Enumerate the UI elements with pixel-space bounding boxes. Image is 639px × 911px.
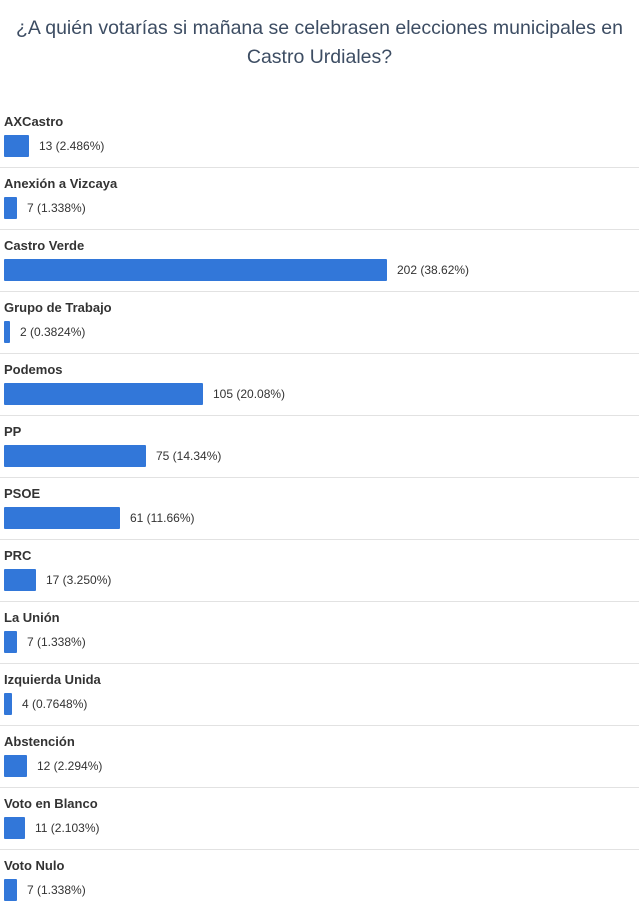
bar-line: 13 (2.486%) xyxy=(4,135,104,157)
category-label: PSOE xyxy=(4,486,41,501)
result-row: La Unión 7 (1.338%) xyxy=(0,602,639,664)
bar-line: 202 (38.62%) xyxy=(4,259,469,281)
results-list: AXCastro 13 (2.486%) Anexión a Vizcaya 7 (1… xyxy=(0,106,639,911)
bar-line: 61 (11.66%) xyxy=(4,507,194,529)
bar xyxy=(4,631,17,653)
bar-line: 105 (20.08%) xyxy=(4,383,285,405)
value-label: 11 (2.103%) xyxy=(35,821,100,835)
bar xyxy=(4,321,10,343)
category-label: Podemos xyxy=(4,362,63,377)
category-label: AXCastro xyxy=(4,114,64,129)
value-label: 7 (1.338%) xyxy=(27,635,86,649)
bar-line: 17 (3.250%) xyxy=(4,569,111,591)
category-label: La Unión xyxy=(4,610,60,625)
bar-line: 2 (0.3824%) xyxy=(4,321,85,343)
category-label: Anexión a Vizcaya xyxy=(4,176,118,191)
result-row: Izquierda Unida 4 (0.7648%) xyxy=(0,664,639,726)
bar xyxy=(4,817,25,839)
value-label: 13 (2.486%) xyxy=(39,139,105,153)
bar xyxy=(4,755,27,777)
bar xyxy=(4,197,17,219)
value-label: 61 (11.66%) xyxy=(130,511,195,525)
category-label: PRC xyxy=(4,548,32,563)
bar xyxy=(4,445,146,467)
bar xyxy=(4,383,203,405)
result-row: PSOE 61 (11.66%) xyxy=(0,478,639,540)
result-row: Grupo de Trabajo 2 (0.3824%) xyxy=(0,292,639,354)
value-label: 7 (1.338%) xyxy=(27,201,86,215)
category-label: Abstención xyxy=(4,734,75,749)
value-label: 17 (3.250%) xyxy=(46,573,112,587)
value-label: 202 (38.62%) xyxy=(397,263,470,277)
bar xyxy=(4,879,17,901)
bar xyxy=(4,569,36,591)
bar-line: 7 (1.338%) xyxy=(4,631,86,653)
value-label: 12 (2.294%) xyxy=(37,759,103,773)
value-label: 75 (14.34%) xyxy=(156,449,222,463)
bar-line: 7 (1.338%) xyxy=(4,879,86,901)
chart-title: ¿A quién votarías si mañana se celebrase… xyxy=(15,17,623,68)
bar xyxy=(4,693,12,715)
category-label: PP xyxy=(4,424,22,439)
value-label: 2 (0.3824%) xyxy=(20,325,86,339)
result-row: Voto en Blanco 11 (2.103%) xyxy=(0,788,639,850)
result-row: Podemos 105 (20.08%) xyxy=(0,354,639,416)
bar-line: 7 (1.338%) xyxy=(4,197,86,219)
bar-line: 11 (2.103%) xyxy=(4,817,99,839)
result-row: Abstención 12 (2.294%) xyxy=(0,726,639,788)
category-label: Izquierda Unida xyxy=(4,672,101,687)
result-row: Voto Nulo 7 (1.338%) xyxy=(0,850,639,911)
bar-line: 4 (0.7648%) xyxy=(4,693,87,715)
category-label: Castro Verde xyxy=(4,238,85,253)
result-row: Anexión a Vizcaya 7 (1.338%) xyxy=(0,168,639,230)
category-label: Voto en Blanco xyxy=(4,796,98,811)
value-label: 105 (20.08%) xyxy=(213,387,286,401)
result-row: PRC 17 (3.250%) xyxy=(0,540,639,602)
value-label: 7 (1.338%) xyxy=(27,883,86,897)
bar xyxy=(4,507,120,529)
result-row: PP 75 (14.34%) xyxy=(0,416,639,478)
bar-line: 75 (14.34%) xyxy=(4,445,221,467)
result-row: AXCastro 13 (2.486%) xyxy=(0,106,639,168)
bar-line: 12 (2.294%) xyxy=(4,755,102,777)
bar xyxy=(4,259,387,281)
result-row: Castro Verde 202 (38.62%) xyxy=(0,230,639,292)
bar xyxy=(4,135,29,157)
category-label: Voto Nulo xyxy=(4,858,65,873)
category-label: Grupo de Trabajo xyxy=(4,300,112,315)
value-label: 4 (0.7648%) xyxy=(22,697,88,711)
